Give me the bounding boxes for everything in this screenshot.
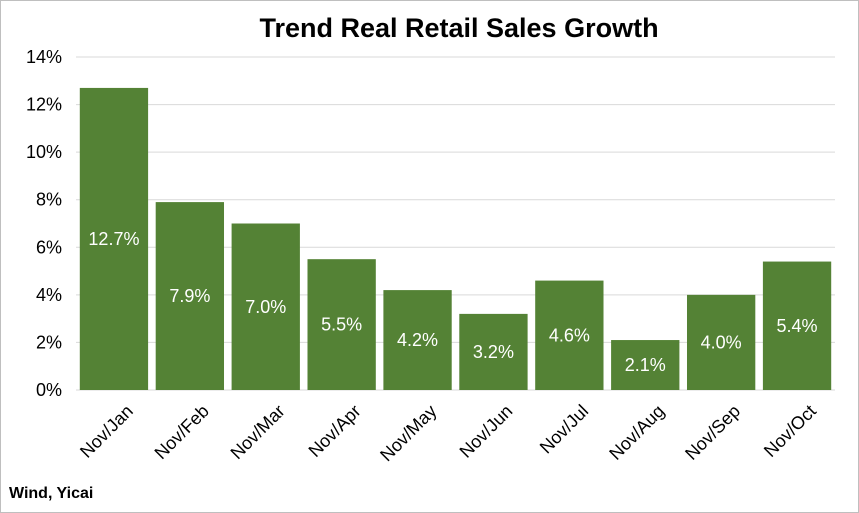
bar — [231, 223, 300, 390]
y-tick-label: 8% — [36, 190, 62, 210]
bar — [155, 202, 225, 390]
bar — [686, 294, 756, 390]
x-tick-label: Nov/Aug — [605, 401, 668, 464]
bar-value-label: 5.5% — [321, 315, 362, 335]
bar-value-label: 3.2% — [473, 342, 514, 362]
x-tick-label: Nov/May — [376, 401, 440, 465]
x-tick-label: Nov/Jun — [456, 401, 517, 462]
y-tick-label: 0% — [36, 380, 62, 400]
x-tick-label: Nov/Jan — [76, 401, 137, 462]
x-tick-label: Nov/Jul — [536, 401, 593, 458]
y-axis-ticks: 0% 2% 4% 6% 8% 10% 12% 14% — [26, 47, 62, 400]
bar-value-label: 4.6% — [549, 325, 590, 345]
y-tick-label: 2% — [36, 332, 62, 352]
bar — [383, 290, 452, 390]
bar-value-label: 7.0% — [245, 297, 286, 317]
bar — [459, 313, 528, 390]
y-tick-label: 14% — [26, 47, 62, 67]
y-tick-label: 10% — [26, 142, 62, 162]
x-axis-ticks: Nov/Jan Nov/Feb Nov/Mar Nov/Apr Nov/May Nov/J… — [76, 401, 820, 465]
bar-value-label: 4.2% — [397, 330, 438, 350]
bar-value-label: 5.4% — [777, 316, 818, 336]
x-tick-label: Nov/Apr — [305, 401, 365, 461]
bar — [79, 87, 149, 391]
chart-title: Trend Real Retail Sales Growth — [259, 13, 658, 43]
bar-value-label: 2.1% — [625, 355, 666, 375]
bar-value-label: 7.9% — [169, 286, 210, 306]
y-tick-label: 6% — [36, 237, 62, 257]
x-tick-label: Nov/Oct — [760, 401, 820, 461]
bar-value-label: 4.0% — [701, 332, 742, 352]
bar — [611, 340, 680, 390]
y-tick-label: 12% — [26, 95, 62, 115]
bar-value-label: 12.7% — [88, 229, 139, 249]
bar — [307, 259, 376, 390]
bar — [535, 280, 604, 390]
source-note: Wind, Yicai — [9, 485, 94, 502]
x-tick-label: Nov/Sep — [681, 401, 744, 464]
x-tick-label: Nov/Mar — [227, 401, 289, 463]
y-tick-label: 4% — [36, 285, 62, 305]
bar — [762, 261, 832, 390]
bars: 12.7% 7.9% 7.0% 5.5% 4.2% 3.2% 4.6% 2.1% 4.0% 5.4… — [79, 87, 832, 391]
x-tick-label: Nov/Feb — [151, 401, 213, 463]
